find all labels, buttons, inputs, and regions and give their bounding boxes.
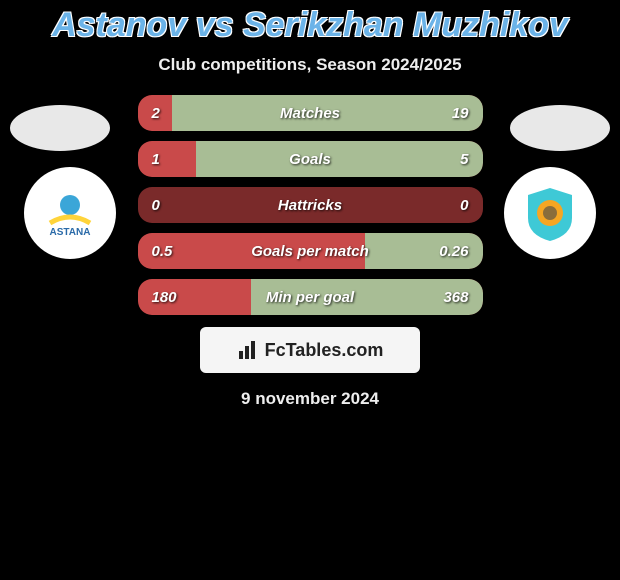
stat-label: Goals — [289, 151, 331, 168]
stat-value-left: 0.5 — [152, 243, 173, 260]
stat-value-left: 2 — [152, 105, 160, 122]
zhetysu-logo-icon — [520, 183, 580, 243]
page-title: Astanov vs Serikzhan Muzhikov — [0, 0, 620, 55]
stat-value-right: 0.26 — [439, 243, 468, 260]
stat-value-right: 0 — [460, 197, 468, 214]
brand-label: FcTables.com — [265, 340, 384, 361]
stat-value-left: 180 — [152, 289, 177, 306]
stat-row-min-per-goal: 180 Min per goal 368 — [138, 279, 483, 315]
player-avatar-left — [10, 105, 110, 151]
bar-chart-icon — [237, 339, 259, 361]
stat-row-goals: 1 Goals 5 — [138, 141, 483, 177]
stat-value-right: 5 — [460, 151, 468, 168]
stat-value-left: 1 — [152, 151, 160, 168]
stat-label: Goals per match — [251, 243, 369, 260]
comparison-area: ASTANA 2 Matches 19 1 Goals 5 0 — [0, 95, 620, 409]
subtitle: Club competitions, Season 2024/2025 — [0, 55, 620, 75]
stat-row-matches: 2 Matches 19 — [138, 95, 483, 131]
club-logo-right — [504, 167, 596, 259]
stat-row-hattricks: 0 Hattricks 0 — [138, 187, 483, 223]
stat-value-right: 19 — [452, 105, 469, 122]
stat-row-goals-per-match: 0.5 Goals per match 0.26 — [138, 233, 483, 269]
player-avatar-right — [510, 105, 610, 151]
stat-fill-left — [138, 141, 197, 177]
astana-logo-icon: ASTANA — [40, 183, 100, 243]
stat-value-right: 368 — [443, 289, 468, 306]
brand-badge[interactable]: FcTables.com — [200, 327, 420, 373]
stat-fill-right — [196, 141, 482, 177]
stat-label: Hattricks — [278, 197, 342, 214]
date-line: 9 november 2024 — [0, 389, 620, 409]
stat-label: Min per goal — [266, 289, 354, 306]
svg-text:ASTANA: ASTANA — [50, 227, 91, 238]
stat-rows: 2 Matches 19 1 Goals 5 0 Hattricks 0 0.5… — [138, 95, 483, 315]
stat-label: Matches — [280, 105, 340, 122]
stat-value-left: 0 — [152, 197, 160, 214]
club-logo-left: ASTANA — [24, 167, 116, 259]
